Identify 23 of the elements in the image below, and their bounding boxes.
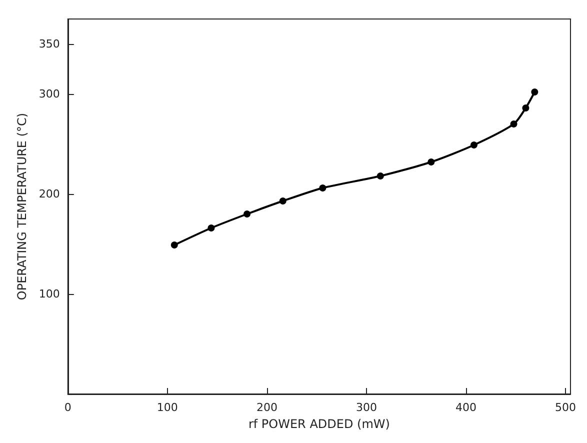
x-tick-label: 100 bbox=[156, 401, 178, 414]
point bbox=[376, 172, 384, 180]
y-tick-label: 200 bbox=[38, 188, 60, 200]
y-tick-label: 100 bbox=[38, 288, 60, 300]
point bbox=[319, 184, 326, 192]
point bbox=[428, 158, 435, 166]
point bbox=[170, 242, 178, 248]
y-axis-title: OPERATING TEMPERATURE (°C) bbox=[15, 112, 29, 300]
x-tick-label: 400 bbox=[455, 401, 476, 414]
x-tick-label: 500 bbox=[555, 401, 576, 414]
x-tick-label: 300 bbox=[356, 401, 377, 414]
point bbox=[244, 210, 251, 218]
point bbox=[208, 224, 215, 232]
y-tick-label: 300 bbox=[38, 88, 60, 100]
point bbox=[531, 88, 538, 96]
point bbox=[279, 198, 286, 204]
x-tick-label: 200 bbox=[256, 401, 278, 414]
point bbox=[510, 120, 518, 128]
x-axis-title: rf POWER ADDED (mW) bbox=[248, 417, 390, 431]
y-tick-label: 350 bbox=[38, 38, 60, 50]
point bbox=[470, 142, 478, 148]
point bbox=[522, 104, 530, 112]
x-tick-label: 0 bbox=[64, 401, 72, 414]
